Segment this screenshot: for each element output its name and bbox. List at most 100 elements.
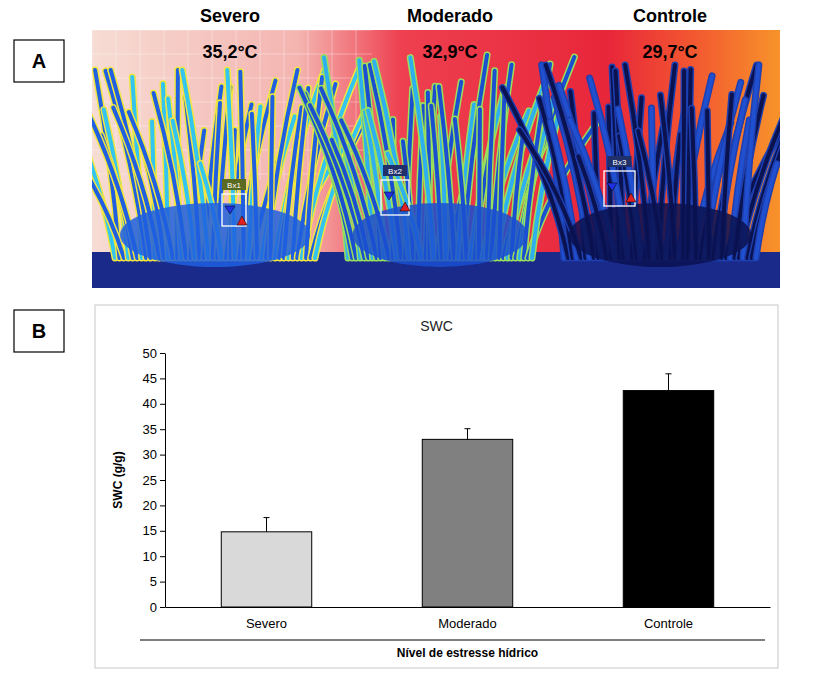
y-tick: 35 [143, 422, 165, 437]
y-tick-mark [160, 480, 165, 481]
y-tick: 10 [143, 549, 165, 564]
bar [623, 391, 713, 607]
x-axis-line [166, 607, 771, 608]
chart-title: SWC [420, 318, 453, 334]
plant-leaf [752, 89, 780, 258]
y-tick: 5 [150, 574, 165, 589]
x-tick-label: Severo [246, 616, 287, 631]
y-tick-label: 35 [143, 422, 157, 437]
y-tick-mark [160, 531, 165, 532]
max-marker [626, 193, 636, 202]
error-bar-cap [465, 428, 471, 429]
measure-box-label: Bx2 [388, 167, 402, 176]
y-tick: 15 [143, 523, 165, 538]
y-tick: 0 [150, 600, 165, 615]
plant-edge [747, 104, 780, 258]
x-tick-label: Moderado [438, 616, 497, 631]
panel-letter-text: A [32, 50, 46, 72]
panel-letter-box [14, 40, 64, 82]
y-tick-label: 25 [143, 473, 157, 488]
y-tick-label: 50 [143, 346, 157, 361]
measure-box: Bx3 [604, 156, 636, 206]
bars [221, 391, 713, 607]
bar [221, 532, 311, 607]
measure-box-tag [608, 156, 632, 167]
min-marker [225, 206, 235, 214]
plant-mass [120, 203, 310, 267]
y-tick-mark [160, 353, 165, 354]
y-tick-mark [160, 378, 165, 379]
y-tick-mark [160, 607, 165, 608]
x-tick: Severo [246, 607, 287, 631]
min-marker [384, 192, 394, 200]
bar [422, 439, 512, 607]
y-tick-mark [160, 404, 165, 405]
plant-edge [756, 164, 777, 258]
measure-box-tag [383, 165, 407, 176]
plot-area [221, 374, 713, 607]
thermal-grid [92, 30, 372, 31]
plant-mass [569, 203, 751, 267]
group-temperature: 35,2°C [202, 42, 257, 62]
category-underline [140, 640, 765, 641]
y-tick-mark [160, 455, 165, 456]
y-tick: 50 [143, 346, 165, 361]
group-name: Severo [200, 6, 260, 26]
y-tick-label: 15 [143, 523, 157, 538]
y-tick: 30 [143, 447, 165, 462]
y-tick: 20 [143, 498, 165, 513]
error-bar-cap [665, 373, 671, 374]
max-marker [237, 216, 247, 225]
x-tick: Moderado [438, 607, 497, 631]
y-tick-label: 5 [150, 574, 157, 589]
panel-letter-text: B [32, 320, 46, 342]
y-tick-mark [160, 556, 165, 557]
x-axis: Severo Moderado Controle [166, 607, 771, 631]
y-tick-label: 0 [150, 600, 157, 615]
measure-box-frame [222, 194, 246, 226]
thermal-background [92, 30, 780, 288]
thermal-image [92, 30, 780, 288]
panel-letter: A [14, 40, 64, 82]
panel-letter: B [14, 310, 64, 352]
chart-frame [95, 305, 778, 668]
figure: A B Bx1 Bx2 Bx3 Severo 35,2°C Moderado 32,9°C Con… [0, 0, 820, 673]
error-bar-cap [264, 517, 270, 518]
group-name: Moderado [407, 6, 493, 26]
measure-box: Bx2 [381, 165, 410, 215]
thermal-plants [502, 65, 780, 267]
plant-edge [752, 89, 780, 258]
x-tick-label: Controle [644, 616, 693, 631]
y-tick-mark [160, 582, 165, 583]
y-tick: 25 [143, 473, 165, 488]
x-tick: Controle [644, 607, 693, 631]
y-tick-label: 20 [143, 498, 157, 513]
y-tick: 40 [143, 396, 165, 411]
measure-box: Bx1 [222, 179, 247, 226]
group-temperature: 32,9°C [422, 42, 477, 62]
max-marker [400, 202, 410, 211]
measure-box-label: Bx3 [613, 158, 627, 167]
thermal-plants [299, 55, 595, 267]
min-marker [607, 183, 617, 191]
measure-box-frame [604, 171, 635, 206]
y-axis: 0 5 10 15 20 25 30 35 40 45 50 [143, 346, 166, 615]
panel-letter-box [14, 310, 64, 352]
y-tick-label: 40 [143, 396, 157, 411]
x-axis-title: Nível de estresse hídrico [397, 646, 538, 660]
plant-leaf [756, 164, 777, 258]
y-axis-title: SWC (g/g) [111, 451, 125, 508]
y-tick: 45 [143, 371, 165, 386]
y-tick-mark [160, 429, 165, 430]
y-tick-label: 10 [143, 549, 157, 564]
plant-leaf [747, 104, 780, 258]
group-temperature: 29,7°C [642, 42, 697, 62]
y-tick-mark [160, 505, 165, 506]
measure-box-tag [222, 179, 246, 190]
y-tick-label: 45 [143, 371, 157, 386]
plant-mass [353, 203, 528, 267]
measure-box-label: Bx1 [227, 181, 241, 190]
group-name: Controle [633, 6, 707, 26]
y-tick-label: 30 [143, 447, 157, 462]
y-axis-line [165, 354, 166, 608]
